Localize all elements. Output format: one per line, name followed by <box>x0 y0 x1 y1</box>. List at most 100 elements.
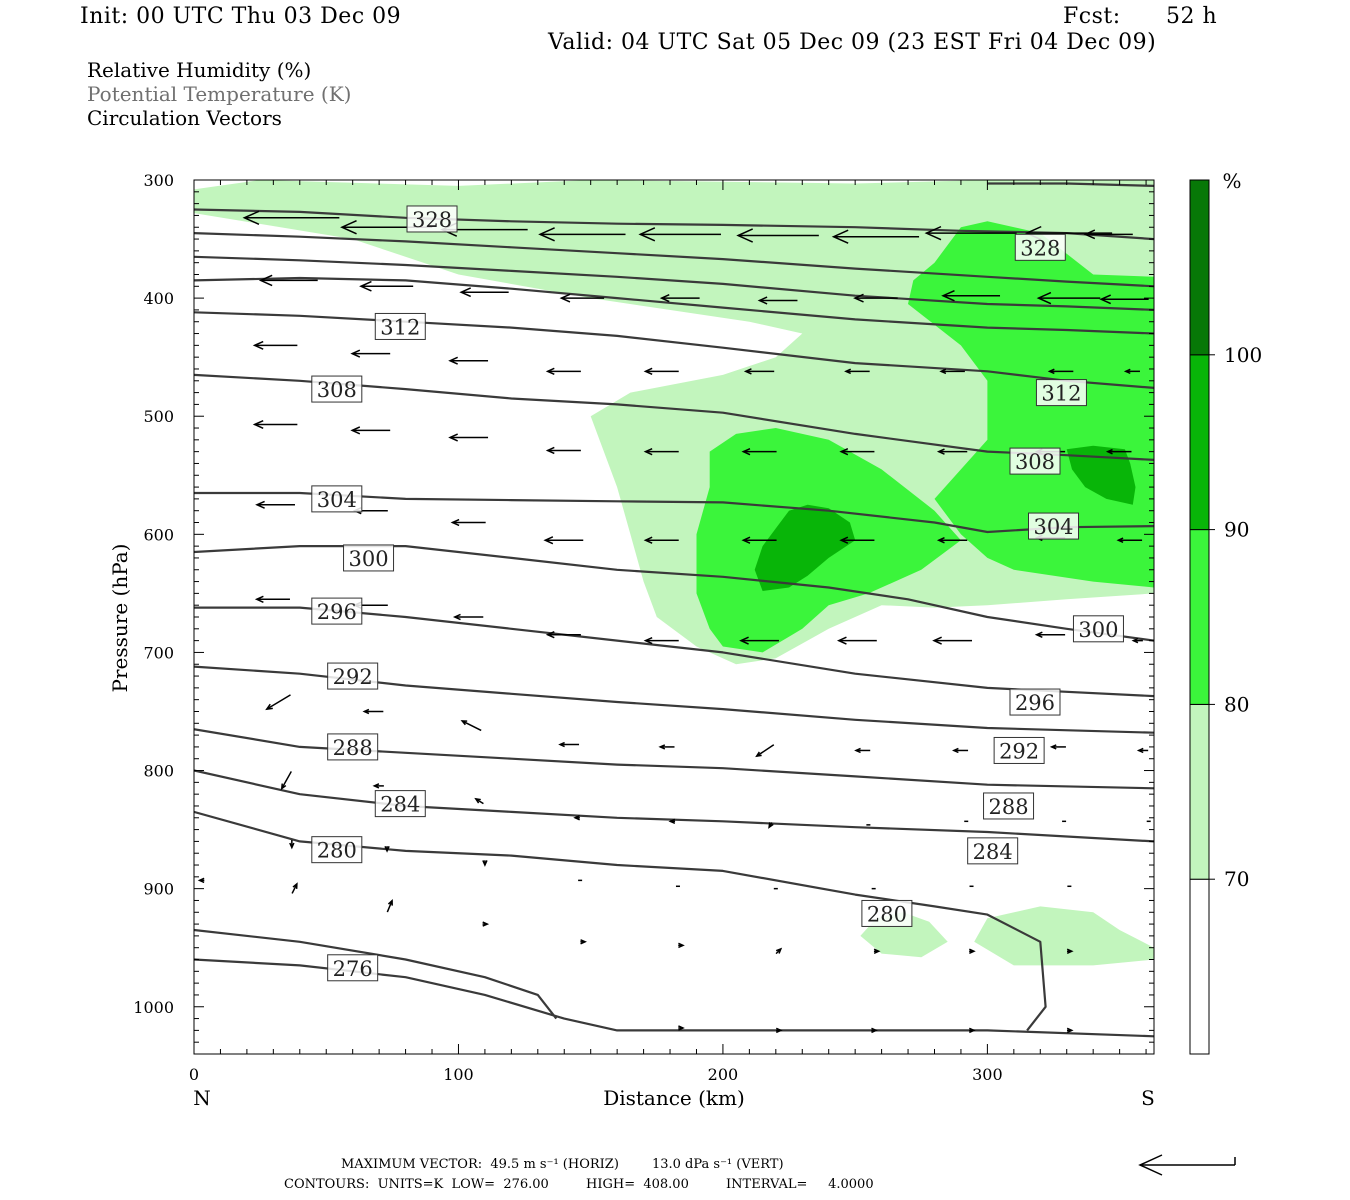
contour-label-text: 284 <box>380 793 420 817</box>
circulation-vector <box>1066 1027 1074 1034</box>
legend-rh: Relative Humidity (%) <box>87 58 312 82</box>
circulation-vector <box>252 340 298 350</box>
contour-label: 284 <box>967 837 1019 865</box>
theta-contour-280 <box>194 928 558 1020</box>
circulation-vector <box>291 882 298 894</box>
colorbar-band <box>1189 529 1210 705</box>
rh-region-90-100 <box>1066 445 1136 505</box>
forecast-label: Fcst: <box>1063 4 1121 29</box>
circulation-vector <box>638 227 721 242</box>
contour-label-text: 288 <box>988 795 1028 819</box>
colorbar-level-label: 100 <box>1224 343 1262 367</box>
circulation-vector <box>1136 747 1149 754</box>
y-tick-label: 300 <box>143 171 174 190</box>
contour-label-text: 328 <box>412 208 452 232</box>
circulation-vector <box>254 595 290 603</box>
y-tick-label: 500 <box>143 407 174 426</box>
contour-label-text: 292 <box>333 665 373 689</box>
colorbar-band <box>1189 878 1210 1055</box>
circulation-vector <box>482 860 488 867</box>
circulation-vector <box>558 741 580 748</box>
circulation-vector <box>871 1027 878 1034</box>
circulation-vector <box>743 368 775 375</box>
contour-label: 308 <box>311 375 363 403</box>
circulation-vector <box>573 815 580 821</box>
contour-label: 304 <box>311 485 363 513</box>
circulation-vector <box>936 448 968 455</box>
circulation-vector <box>755 744 775 758</box>
circulation-vector <box>359 280 414 292</box>
circulation-vector <box>678 942 685 949</box>
contour-label: 292 <box>993 736 1045 764</box>
contour-label: 308 <box>1009 447 1061 475</box>
theta-contour-316 <box>194 276 1154 335</box>
y-tick-label: 900 <box>143 880 174 899</box>
circulation-vector <box>289 839 295 850</box>
circulation-vector <box>545 367 581 376</box>
contour-label-text: 304 <box>317 488 357 512</box>
colorbar-band <box>1189 354 1210 531</box>
x-axis-right-end-label: S <box>1141 1086 1155 1110</box>
circulation-vector <box>538 227 626 242</box>
contour-label: 292 <box>327 662 379 690</box>
circulation-vector <box>659 294 700 303</box>
circulation-vector <box>386 898 393 913</box>
circulation-vector <box>736 228 819 243</box>
circulation-vector <box>853 293 898 303</box>
contour-label-text: 300 <box>348 547 388 571</box>
circulation-vector <box>448 433 489 442</box>
contour-label: 300 <box>343 544 395 572</box>
contour-label-text: 308 <box>1015 450 1055 474</box>
circulation-vector <box>362 708 384 715</box>
circulation-vector <box>460 720 482 732</box>
circulation-vector <box>1049 744 1066 750</box>
colorbar-unit: % <box>1222 169 1241 193</box>
axis-layer: 300 400 500 600 700 800 900 1000 0 100 200 300 <box>133 171 1154 1084</box>
contour-label-text: 328 <box>1020 236 1060 260</box>
circulation-vector <box>350 349 391 358</box>
circulation-vector <box>668 818 676 825</box>
valid-time: Valid: 04 UTC Sat 05 Dec 09 (23 EST Fri … <box>548 30 1157 55</box>
circulation-vector <box>741 447 777 456</box>
circulation-vector <box>969 948 976 954</box>
circulation-vector <box>939 368 965 375</box>
theta-contour-304 <box>194 491 1154 534</box>
contour-label: 280 <box>311 836 363 864</box>
circulation-vector <box>839 536 875 544</box>
circulation-vector <box>482 921 490 927</box>
circulation-vector <box>452 613 484 621</box>
circulation-vector <box>280 771 292 791</box>
circulation-vector <box>643 447 679 456</box>
contour-label-text: 308 <box>317 378 357 402</box>
rh-shading-layer <box>194 180 1154 966</box>
x-axis-label: Distance (km) <box>603 1086 745 1110</box>
contour-label: 312 <box>374 312 426 340</box>
theta-contour-284 <box>194 769 1154 843</box>
circulation-vector <box>559 293 605 303</box>
contour-label: 288 <box>327 733 379 761</box>
x-axis-left-end-label: N <box>193 1086 211 1110</box>
circulation-vector <box>474 797 484 805</box>
contour-label: 276 <box>327 954 379 982</box>
colorbar-level-label: 80 <box>1224 692 1249 716</box>
circulation-vector <box>1036 291 1101 305</box>
contour-label: 328 <box>1014 233 1066 261</box>
circulation-vector <box>839 447 875 456</box>
contour-label: 312 <box>1035 379 1087 407</box>
y-tick-label: 1000 <box>133 998 174 1017</box>
legend-vectors: Circulation Vectors <box>87 106 282 130</box>
circulation-vector <box>384 845 390 853</box>
x-tick-label: 100 <box>443 1065 474 1084</box>
circulation-vector <box>836 636 877 645</box>
circulation-vector <box>678 1025 685 1031</box>
max-vector-note: MAXIMUM VECTOR: 49.5 m s⁻¹ (HORIZ) 13.0 … <box>341 1157 784 1172</box>
circulation-vector <box>1123 368 1140 375</box>
theta-contour-324 <box>194 232 1154 288</box>
circulation-vector <box>1116 537 1143 544</box>
x-tick-label: 300 <box>972 1065 1003 1084</box>
contour-label-text: 280 <box>867 902 907 926</box>
contour-label-text: 296 <box>1015 691 1055 715</box>
circulation-vector <box>969 1027 976 1034</box>
contour-label-text: 292 <box>999 739 1039 763</box>
circulation-vector <box>775 947 783 955</box>
